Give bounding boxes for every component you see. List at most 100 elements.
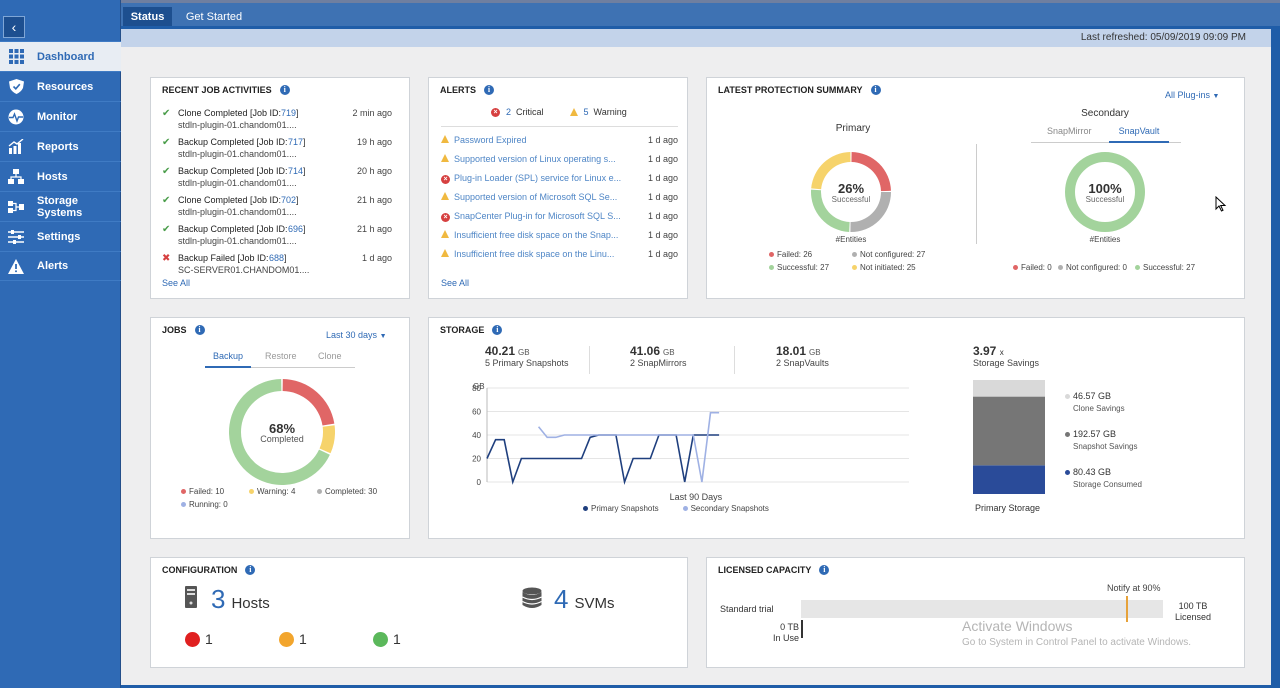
jobs-card: JOBS i Last 30 days ▼ Backup Restore Clon… [150,317,410,539]
warning-triangle [441,135,449,143]
alert-text[interactable]: Insufficient free disk space on the Linu… [454,249,615,259]
sidebar-item-hosts[interactable]: Hosts [0,161,121,191]
donut-slice-not-configured[interactable] [850,192,891,232]
legend-dot [317,489,322,495]
secondary-entities: #Entities [1089,235,1121,244]
alert-text[interactable]: Supported version of Microsoft SQL Se... [454,192,618,202]
licensed-capacity-card: LICENSED CAPACITY i Notify at 90% Standar… [706,557,1245,668]
top-tab-bar: Status Get Started [121,0,1280,26]
alert-text[interactable]: Password Expired [454,135,527,145]
check-icon: ✔ [162,224,171,235]
sidebar-item-alerts[interactable]: Alerts [0,251,121,281]
sidebar-item-storage-systems[interactable]: Storage Systems [0,191,121,221]
info-icon[interactable]: i [194,325,205,335]
secondary-donut-chart [1065,152,1145,232]
job-row[interactable]: ✔ Clone Completed [Job ID: 719 ] stdln-plu… [162,106,392,134]
donut-slice-successful[interactable] [811,189,850,232]
info-icon[interactable]: i [279,85,290,95]
tab-clone[interactable]: Clone [318,351,342,361]
alert-row[interactable]: Supported version of Linux operating s..… [441,154,678,170]
legend-dot [1065,470,1070,476]
divider [441,126,678,127]
critical-icon: × [441,211,450,222]
sidebar-item-dashboard[interactable]: Dashboard [0,41,121,71]
status-critical[interactable]: 1 [185,631,213,647]
card-title: JOBS i [162,325,205,335]
donut-slice-failed[interactable] [851,152,891,192]
job-id-link[interactable]: 717 [288,137,304,147]
alert-time: 1 d ago [647,192,678,202]
job-id-link[interactable]: 702 [281,195,297,205]
tab-snapvault[interactable]: SnapVault [1109,126,1169,143]
tab-get-started[interactable]: Get Started [185,10,243,23]
alert-row[interactable]: × SnapCenter Plug-in for Microsoft SQL S.… [441,211,678,227]
savings-value: 3.97 [973,344,997,358]
status-warning[interactable]: 1 [279,631,307,647]
tab-status[interactable]: Status [123,7,172,26]
tab-backup[interactable]: Backup [205,351,251,368]
alert-row[interactable]: Insufficient free disk space on the Snap… [441,230,678,246]
job-title-end: ] [303,166,306,176]
donut-slice-successful[interactable] [1065,152,1145,232]
job-id-link[interactable]: 696 [288,224,304,234]
sidebar-item-reports[interactable]: Reports [0,131,121,161]
job-time: 20 h ago [356,166,392,176]
donut-slice-failed[interactable] [282,379,335,426]
alert-row[interactable]: Supported version of Microsoft SQL Se...… [441,192,678,208]
donut-slice-not-initiated[interactable] [811,152,851,190]
alert-text[interactable]: SnapCenter Plug-in for Microsoft SQL S..… [454,211,621,221]
svms-summary[interactable]: 4 SVMs [554,584,614,615]
collapse-sidebar-button[interactable]: ‹ [3,16,25,38]
job-title-end: ] [284,253,287,263]
plugins-dropdown[interactable]: All Plug-ins ▼ [1165,90,1220,100]
alert-text[interactable]: Supported version of Linux operating s..… [454,154,616,164]
jobs-sub: Completed [260,434,304,444]
critical-count[interactable]: 2 [506,107,512,117]
divider [976,144,977,244]
sidebar-item-resources[interactable]: Resources [0,71,121,101]
alert-text[interactable]: Insufficient free disk space on the Snap… [454,230,619,240]
jobs-range-dropdown[interactable]: Last 30 days ▼ [326,330,387,340]
donut-slice-warning[interactable] [319,425,335,454]
sidebar-item-monitor[interactable]: Monitor [0,101,121,131]
job-id-link[interactable]: 714 [288,166,304,176]
savings-unit: x [999,348,1004,357]
status-ok[interactable]: 1 [373,631,401,647]
job-id-link[interactable]: 688 [269,253,285,263]
legend-dot [181,502,186,508]
job-host: stdln-plugin-01.chandom01.... [178,236,297,246]
job-row[interactable]: ✖ Backup Failed [Job ID: 688 ] SC-SERVER01… [162,251,392,279]
storage-icon [8,199,24,215]
alert-row[interactable]: Password Expired 1 d ago [441,135,678,151]
job-row[interactable]: ✔ Clone Completed [Job ID: 702 ] stdln-plu… [162,193,392,221]
stat-value: 40.21 GB [485,344,569,358]
info-icon[interactable]: i [492,325,503,335]
info-icon[interactable]: i [484,85,494,95]
hosts-summary[interactable]: 3 Hosts [211,584,270,615]
dashboard-content: RECENT JOB ACTIVITIES i ✔ Clone Completed … [121,47,1271,685]
card-title: LICENSED CAPACITY i [718,565,830,575]
alert-text[interactable]: Plug-in Loader (SPL) service for Linux e… [454,173,622,183]
job-id-link[interactable]: 719 [281,108,297,118]
info-icon[interactable]: i [245,565,256,575]
tab-restore[interactable]: Restore [265,351,297,361]
warning-count[interactable]: 5 [583,107,589,117]
info-icon[interactable]: i [870,85,881,95]
alert-row[interactable]: × Plug-in Loader (SPL) service for Linux … [441,173,678,189]
job-row[interactable]: ✔ Backup Completed [Job ID: 696 ] stdln-pl… [162,222,392,250]
sidebar-item-label: Dashboard [37,50,95,63]
see-all-jobs-link[interactable]: See All [162,278,191,288]
job-row[interactable]: ✔ Backup Completed [Job ID: 714 ] stdln-pl… [162,164,392,192]
stat-value: 41.06 GB [630,344,687,358]
job-row[interactable]: ✔ Backup Completed [Job ID: 717 ] stdln-pl… [162,135,392,163]
info-icon[interactable]: i [819,565,830,575]
alert-row[interactable]: Insufficient free disk space on the Linu… [441,249,678,265]
y-tick-label: 60 [472,408,481,417]
sidebar-item-settings[interactable]: Settings [0,221,121,251]
job-title: Clone Completed [Job ID: [178,195,282,205]
alert-summary: × 2 Critical 5 Warning [491,107,627,117]
bar-legend-item: 80.43 GB Storage Consumed [1065,466,1142,491]
see-all-alerts-link[interactable]: See All [441,278,470,288]
tab-snapmirror[interactable]: SnapMirror [1047,126,1092,136]
svms-label: SVMs [574,595,615,612]
